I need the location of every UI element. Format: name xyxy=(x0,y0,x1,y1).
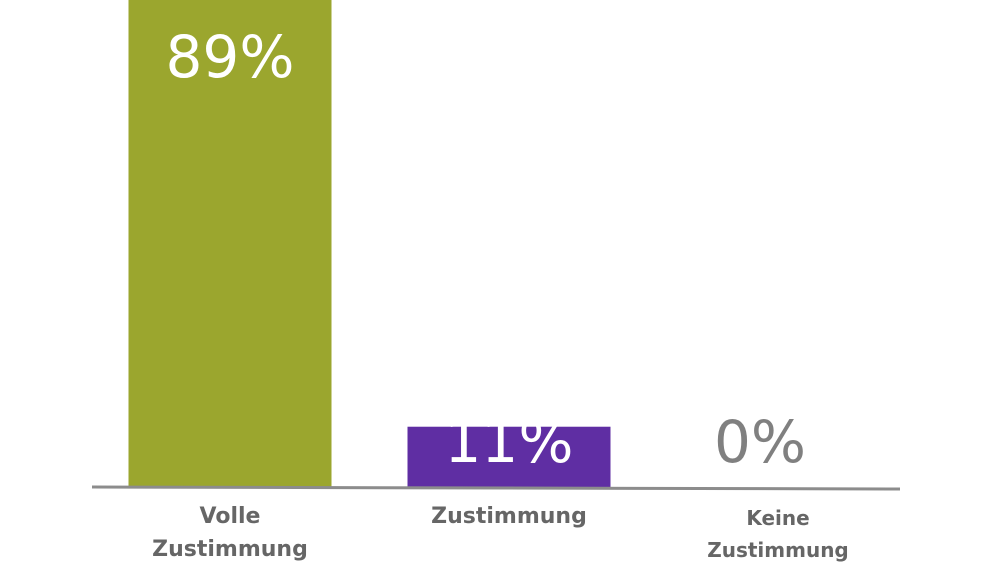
bar-1 xyxy=(128,0,332,488)
bar-2 xyxy=(407,426,611,487)
category-label-3: Keine Zustimmung xyxy=(707,506,849,562)
value-label-2: 11% xyxy=(445,408,574,476)
category-label-2: Zustimmung xyxy=(431,504,587,529)
value-label-3: 0% xyxy=(714,408,806,476)
bars xyxy=(128,0,611,488)
x-axis-line xyxy=(91,485,901,491)
category-label-1: Volle Zustimmung xyxy=(152,504,308,562)
value-labels: 89% 11% 0% xyxy=(166,23,806,476)
category-labels: Volle Zustimmung Zustimmung Keine Zustimmung xyxy=(152,504,849,562)
value-label-1: 89% xyxy=(166,23,295,91)
